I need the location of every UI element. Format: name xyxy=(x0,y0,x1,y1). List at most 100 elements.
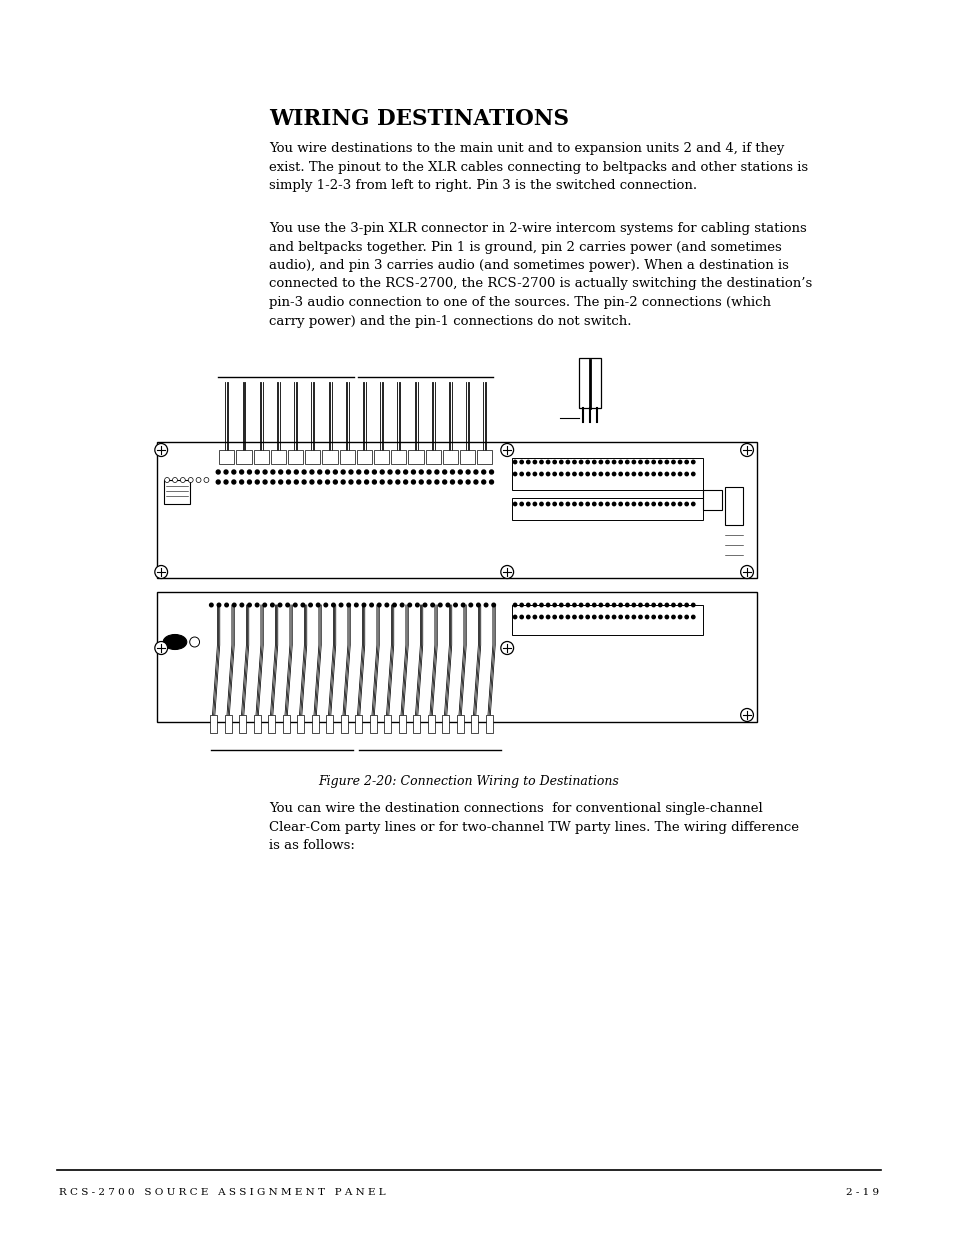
Circle shape xyxy=(333,480,337,484)
Circle shape xyxy=(519,461,523,463)
Circle shape xyxy=(612,461,615,463)
Bar xyxy=(398,715,405,734)
Bar xyxy=(225,715,232,734)
Circle shape xyxy=(625,461,628,463)
Circle shape xyxy=(578,604,582,606)
Circle shape xyxy=(559,615,562,619)
Circle shape xyxy=(427,471,431,474)
Circle shape xyxy=(691,604,694,606)
Circle shape xyxy=(533,604,536,606)
Circle shape xyxy=(684,604,688,606)
Circle shape xyxy=(216,471,220,474)
Circle shape xyxy=(442,471,446,474)
Bar xyxy=(512,458,702,490)
Circle shape xyxy=(513,461,517,463)
Text: R C S - 2 7 0 0   S O U R C E   A S S I G N M E N T   P A N E L: R C S - 2 7 0 0 S O U R C E A S S I G N … xyxy=(59,1188,385,1197)
Circle shape xyxy=(372,471,376,474)
Circle shape xyxy=(612,615,615,619)
Circle shape xyxy=(395,471,399,474)
Circle shape xyxy=(476,603,479,606)
Circle shape xyxy=(356,480,360,484)
Circle shape xyxy=(349,471,353,474)
Circle shape xyxy=(519,472,523,475)
Circle shape xyxy=(255,603,258,606)
Bar xyxy=(355,715,362,734)
Circle shape xyxy=(572,604,576,606)
Circle shape xyxy=(651,461,655,463)
Circle shape xyxy=(664,461,668,463)
Circle shape xyxy=(356,471,360,474)
Circle shape xyxy=(271,603,274,606)
Circle shape xyxy=(204,478,209,483)
Circle shape xyxy=(500,566,513,578)
Circle shape xyxy=(466,480,470,484)
Circle shape xyxy=(592,472,596,475)
Circle shape xyxy=(411,471,415,474)
Circle shape xyxy=(489,480,493,484)
Circle shape xyxy=(435,471,438,474)
Circle shape xyxy=(632,461,635,463)
Circle shape xyxy=(651,503,655,505)
Circle shape xyxy=(513,472,517,475)
Circle shape xyxy=(598,472,602,475)
Circle shape xyxy=(333,471,337,474)
Bar xyxy=(253,715,260,734)
Bar xyxy=(339,450,355,464)
Bar xyxy=(413,715,419,734)
Circle shape xyxy=(180,478,185,483)
Circle shape xyxy=(294,480,298,484)
Circle shape xyxy=(559,503,562,505)
Circle shape xyxy=(618,503,621,505)
Circle shape xyxy=(341,471,345,474)
Circle shape xyxy=(247,480,252,484)
Circle shape xyxy=(645,503,648,505)
Circle shape xyxy=(625,472,628,475)
Circle shape xyxy=(566,503,569,505)
Circle shape xyxy=(271,471,274,474)
Circle shape xyxy=(271,480,274,484)
Circle shape xyxy=(605,604,609,606)
Bar xyxy=(442,715,449,734)
Circle shape xyxy=(585,472,589,475)
Circle shape xyxy=(403,480,407,484)
Circle shape xyxy=(605,461,609,463)
Circle shape xyxy=(605,615,609,619)
Circle shape xyxy=(618,615,621,619)
Circle shape xyxy=(310,480,314,484)
Circle shape xyxy=(419,480,423,484)
Circle shape xyxy=(364,480,368,484)
Circle shape xyxy=(216,480,220,484)
Bar xyxy=(157,442,756,578)
Circle shape xyxy=(248,603,251,606)
Circle shape xyxy=(671,472,675,475)
Circle shape xyxy=(341,480,345,484)
Circle shape xyxy=(469,603,472,606)
Circle shape xyxy=(481,480,485,484)
Circle shape xyxy=(423,603,426,606)
Circle shape xyxy=(416,603,418,606)
Circle shape xyxy=(466,471,470,474)
Bar xyxy=(578,358,600,408)
Circle shape xyxy=(740,443,753,457)
Bar xyxy=(384,715,391,734)
Bar xyxy=(253,450,269,464)
Circle shape xyxy=(380,471,384,474)
Circle shape xyxy=(566,472,569,475)
Circle shape xyxy=(645,615,648,619)
Circle shape xyxy=(255,471,259,474)
Circle shape xyxy=(572,503,576,505)
Circle shape xyxy=(513,503,517,505)
Circle shape xyxy=(684,472,688,475)
Circle shape xyxy=(592,604,596,606)
Circle shape xyxy=(347,603,350,606)
Circle shape xyxy=(224,480,228,484)
Circle shape xyxy=(513,604,517,606)
Circle shape xyxy=(678,604,681,606)
Circle shape xyxy=(380,480,384,484)
Circle shape xyxy=(232,480,235,484)
Circle shape xyxy=(526,461,529,463)
Circle shape xyxy=(578,472,582,475)
Circle shape xyxy=(263,471,267,474)
Circle shape xyxy=(255,480,259,484)
Circle shape xyxy=(684,461,688,463)
